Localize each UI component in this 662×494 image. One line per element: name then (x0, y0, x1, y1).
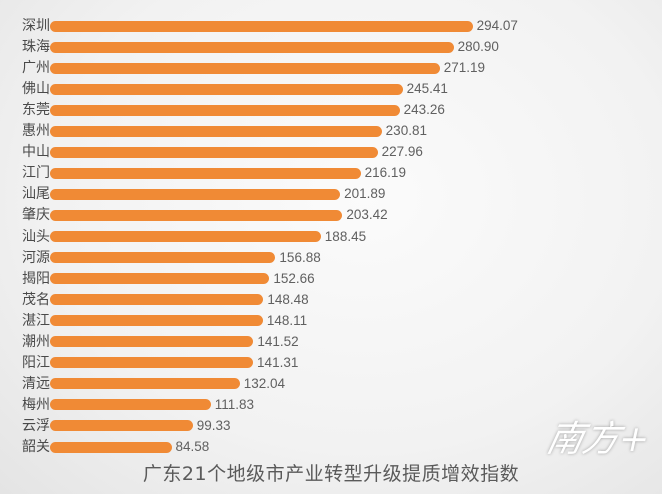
bar (50, 41, 454, 53)
data-label: 203.42 (346, 207, 388, 223)
data-label: 188.45 (324, 228, 367, 244)
bar (50, 167, 361, 179)
bar (50, 188, 341, 200)
bar (50, 209, 343, 221)
bar (50, 315, 263, 327)
data-label: 245.41 (406, 81, 448, 97)
category-label: 东莞 (22, 102, 50, 119)
bar (50, 399, 211, 411)
bar (50, 62, 440, 74)
category-label: 韶关 (22, 439, 50, 455)
bar (50, 420, 193, 432)
bar (50, 104, 400, 116)
category-label: 深圳 (22, 18, 50, 34)
bar (50, 273, 270, 285)
category-label: 广州 (22, 60, 50, 77)
bar (50, 20, 473, 32)
data-label: 132.04 (243, 375, 286, 391)
bar (50, 336, 254, 348)
category-label: 肇庆 (22, 207, 50, 224)
category-label: 云浮 (22, 417, 50, 434)
data-label: 111.83 (214, 396, 254, 412)
category-label: 惠州 (22, 123, 50, 140)
data-label: 294.07 (476, 18, 518, 33)
category-label: 河源 (22, 249, 50, 266)
data-label: 201.89 (344, 186, 386, 202)
data-label: 280.90 (457, 39, 499, 55)
data-label: 84.58 (175, 439, 210, 454)
data-label: 152.66 (273, 270, 315, 286)
category-label: 中山 (22, 144, 50, 161)
category-label: 江门 (22, 165, 50, 182)
data-label: 243.26 (403, 102, 445, 118)
data-label: 99.33 (196, 417, 231, 433)
data-label: 141.31 (257, 354, 299, 370)
bar (50, 231, 321, 242)
category-label: 揭阳 (22, 270, 50, 287)
category-label: 珠海 (22, 39, 50, 56)
category-label: 清远 (22, 375, 50, 392)
data-label: 148.11 (266, 312, 308, 328)
category-label: 汕头 (22, 228, 50, 245)
bar (50, 146, 378, 158)
category-label: 佛山 (22, 81, 50, 98)
category-label: 潮州 (22, 333, 50, 350)
watermark-logo: 南方+ (542, 419, 654, 460)
bar (50, 83, 403, 95)
category-label: 阳江 (22, 354, 50, 371)
bar (50, 252, 276, 264)
bar (50, 441, 172, 453)
data-label: 271.19 (443, 60, 485, 76)
category-label: 茂名 (22, 291, 50, 308)
data-label: 216.19 (364, 165, 406, 181)
bar (50, 378, 240, 390)
data-label: 230.81 (385, 123, 427, 139)
bar (50, 357, 254, 369)
chart-title: 广东21个地级市产业转型升级提质增效指数 (142, 463, 520, 485)
bar (50, 125, 382, 137)
data-label: 148.48 (267, 291, 309, 307)
data-label: 227.96 (381, 144, 423, 160)
category-label: 湛江 (22, 312, 50, 329)
category-label: 汕尾 (22, 186, 50, 203)
category-label: 梅州 (22, 396, 50, 413)
data-label: 156.88 (279, 249, 321, 265)
data-label: 141.52 (257, 333, 299, 349)
bar (50, 294, 264, 306)
